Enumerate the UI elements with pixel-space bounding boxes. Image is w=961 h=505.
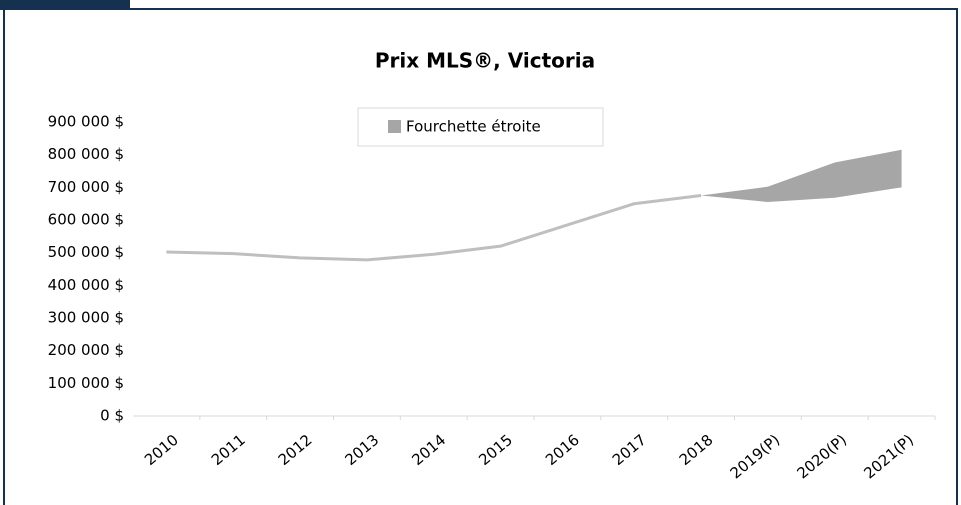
range-band [701,149,902,203]
y-tick-label: 100 000 $ [48,374,124,392]
y-tick-label: 0 $ [100,407,124,425]
y-tick-label: 200 000 $ [48,341,124,359]
y-tick-label: 800 000 $ [48,145,124,163]
x-tick-label: 2019(P) [727,431,784,483]
x-tick-label: 2012 [275,431,316,469]
y-tick-label: 500 000 $ [48,243,124,261]
x-tick-label: 2015 [475,431,516,469]
y-tick-label: 600 000 $ [48,211,124,229]
x-tick-label: 2021(P) [860,431,917,483]
x-tick-label: 2020(P) [793,431,850,483]
x-tick-label: 2013 [342,431,383,469]
x-tick-label: 2010 [141,431,182,469]
frame [3,8,958,505]
y-tick-label: 900 000 $ [48,113,124,131]
legend-swatch [388,120,401,133]
y-tick-label: 400 000 $ [48,276,124,294]
x-tick-label: 2014 [408,431,449,469]
x-tick-label: 2018 [676,431,717,469]
legend-label: Fourchette étroite [406,118,541,136]
price-line [166,194,702,262]
x-tick-label: 2011 [208,431,249,469]
y-tick-label: 700 000 $ [48,178,124,196]
x-tick-label: 2016 [542,431,583,469]
x-tick-label: 2017 [609,431,650,469]
y-tick-label: 300 000 $ [48,309,124,327]
frame-tab [0,0,130,10]
chart-title: Prix MLS®, Victoria [375,49,595,73]
